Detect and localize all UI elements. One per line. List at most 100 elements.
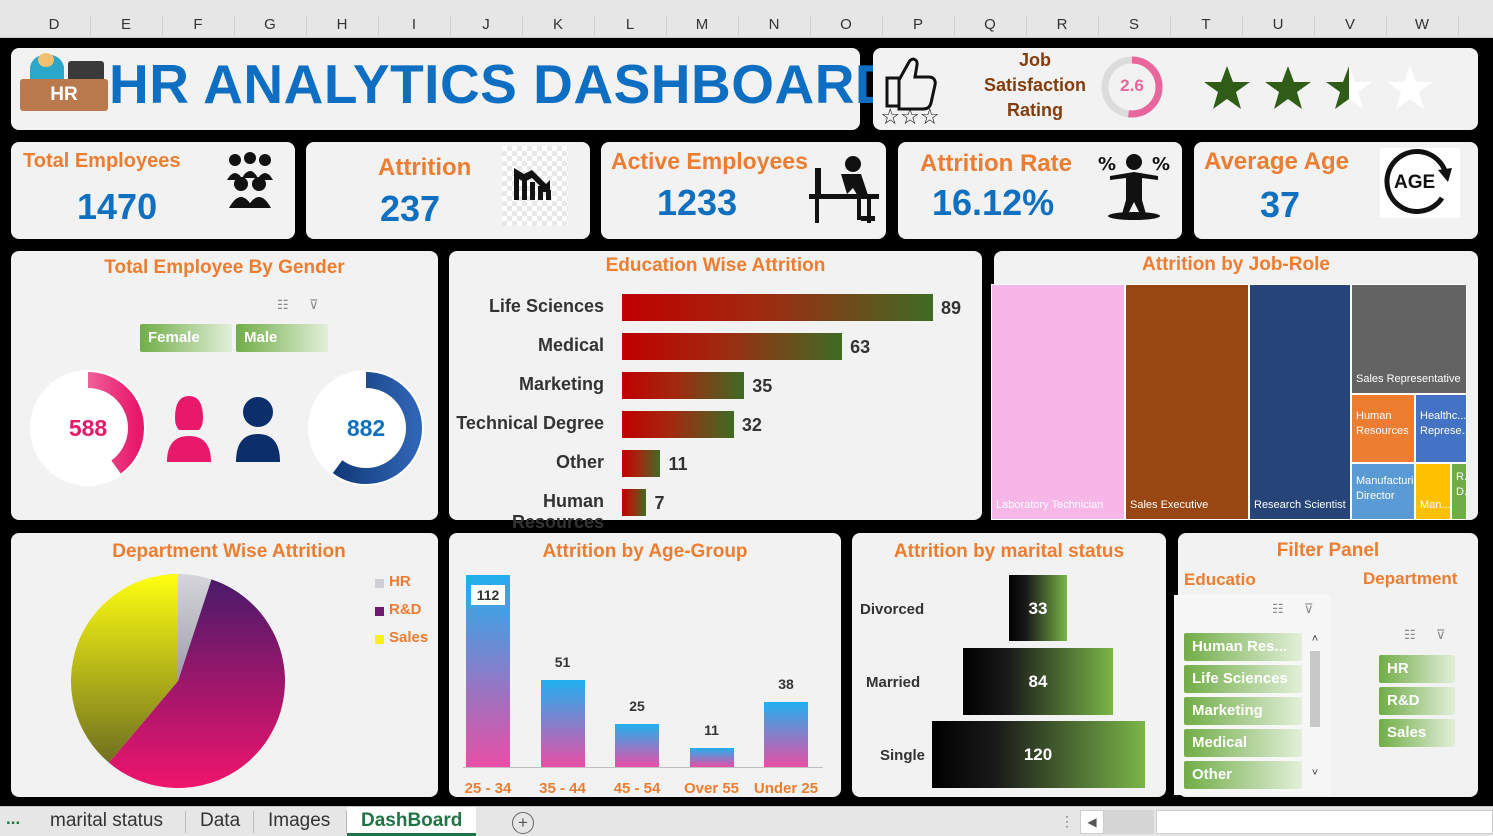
column-header[interactable]: O [840, 16, 852, 33]
column-header[interactable]: R [1056, 16, 1068, 33]
column-separator[interactable] [1170, 16, 1171, 36]
column-header[interactable]: S [1128, 16, 1139, 33]
column-separator[interactable] [306, 16, 307, 36]
scroll-track[interactable] [1156, 810, 1493, 834]
column-header[interactable]: U [1272, 16, 1284, 33]
sheet-tab-bar: ... marital status Data Images DashBoard + … [0, 806, 1493, 836]
column-header[interactable]: T [1201, 16, 1211, 33]
education-slicer-item[interactable]: Life Sciences [1184, 665, 1302, 693]
column-separator[interactable] [450, 16, 451, 36]
job-satisfaction-panel: ☆☆☆ Job Satisfaction Rating 2.6 [873, 48, 1478, 130]
jobrole-treemap: Laboratory Technician Sales Executive Rese… [991, 284, 1467, 520]
column-separator[interactable] [234, 16, 235, 36]
female-donut: 588 [29, 369, 147, 487]
kpi-label: Active Employees [611, 148, 808, 174]
pie-slice [178, 574, 212, 681]
bar-data-label: 120 [1023, 745, 1053, 764]
column-header[interactable]: W [1414, 16, 1430, 33]
column-header[interactable]: M [695, 16, 709, 33]
treemap-tile: Research Scientist [1249, 284, 1351, 520]
filter-panel: Filter Panel Educatio Department ☷ ⊽ Hum… [1174, 533, 1478, 797]
column-separator[interactable] [810, 16, 811, 36]
page-title: HR ANALYTICS DASHBOARD [109, 53, 896, 115]
column-header[interactable]: F [193, 16, 203, 33]
education-slicer-item[interactable]: Other [1184, 761, 1302, 789]
bar-category-label: 35 - 44 [539, 780, 586, 797]
column-separator[interactable] [594, 16, 595, 36]
multi-select-icon[interactable]: ☷ [1404, 627, 1416, 642]
slicer-scrollbar[interactable]: ˄ ˅ [1310, 633, 1320, 779]
clear-filter-icon[interactable]: ⊽ [1304, 601, 1314, 616]
column-header[interactable]: H [336, 16, 348, 33]
scroll-left-button[interactable]: ◀ [1080, 810, 1104, 834]
column-header[interactable]: L [625, 16, 635, 33]
column-separator[interactable] [882, 16, 883, 36]
column-header[interactable]: D [48, 16, 60, 33]
education-slicer-title: Educatio [1184, 570, 1256, 589]
column-header[interactable]: K [552, 16, 563, 33]
column-separator[interactable] [954, 16, 955, 36]
education-bar [622, 489, 647, 516]
sheet-scroll-ellipsis[interactable]: ... [6, 809, 21, 828]
bar-data-label: 89 [941, 298, 962, 318]
column-header[interactable]: G [264, 16, 276, 33]
satisfaction-value: 2.6 [1120, 76, 1144, 95]
column-separator[interactable] [378, 16, 379, 36]
column-header[interactable]: I [411, 16, 417, 33]
column-header[interactable]: N [768, 16, 780, 33]
horizontal-scrollbar[interactable] [1104, 810, 1154, 834]
column-header[interactable]: J [482, 16, 490, 33]
clear-filter-icon[interactable]: ⊽ [309, 297, 319, 312]
sheet-tab-marital-status[interactable]: marital status [50, 810, 163, 831]
multi-select-icon[interactable]: ☷ [277, 297, 289, 312]
rating-star-icon [1387, 66, 1433, 109]
multi-select-icon[interactable]: ☷ [1272, 601, 1284, 616]
people-group-icon [221, 150, 279, 208]
department-panel: Department Wise Attrition HR R&D Sales [11, 533, 438, 797]
kpi-attrition: Attrition 237 [306, 142, 590, 239]
column-separator[interactable] [666, 16, 667, 36]
education-slicer-item[interactable]: Medical [1184, 729, 1302, 757]
kpi-attrition-rate: Attrition Rate 16.12% % % [898, 142, 1182, 239]
column-separator[interactable] [162, 16, 163, 36]
column-separator[interactable] [1026, 16, 1027, 36]
column-separator[interactable] [522, 16, 523, 36]
treemap-tile: Human Resources [1351, 394, 1415, 464]
column-separator[interactable] [1458, 16, 1459, 36]
clear-filter-icon[interactable]: ⊽ [1436, 627, 1446, 642]
bar-data-label: 11 [668, 454, 688, 474]
slicer-male[interactable]: Male [236, 324, 328, 352]
column-separator[interactable] [1098, 16, 1099, 36]
column-separator[interactable] [90, 16, 91, 36]
column-header[interactable]: P [912, 16, 923, 33]
column-header[interactable]: V [1344, 16, 1355, 33]
education-slicer-item[interactable]: Marketing [1184, 697, 1302, 725]
pie-slice [108, 579, 286, 788]
column-separator[interactable] [1314, 16, 1315, 36]
slicer-female[interactable]: Female [140, 324, 232, 352]
bar-category-label: Human Resources [511, 491, 604, 532]
column-separator[interactable] [1386, 16, 1387, 36]
column-separator[interactable] [1242, 16, 1243, 36]
education-bar [622, 372, 745, 399]
kpi-label: Total Employees [23, 150, 181, 172]
age-bar [764, 701, 808, 767]
tabbar-resize-handle[interactable]: ⋮ [1060, 813, 1074, 829]
department-slicer-item[interactable]: HR [1379, 655, 1455, 683]
sheet-tab-dashboard[interactable]: DashBoard [347, 807, 477, 836]
sheet-tab-images[interactable]: Images [268, 810, 331, 831]
column-header[interactable]: E [120, 16, 131, 33]
add-sheet-button[interactable]: + [512, 812, 534, 834]
bar-category-label: Technical Degree [456, 413, 604, 433]
column-separator[interactable] [738, 16, 739, 36]
department-slicer-item[interactable]: R&D [1379, 687, 1455, 715]
department-slicer-item[interactable]: Sales [1379, 719, 1455, 747]
column-header[interactable]: Q [984, 16, 996, 33]
kpi-active-employees: Active Employees 1233 [601, 142, 886, 239]
age-cycle-icon: AGE [1380, 148, 1460, 218]
education-bar [622, 450, 661, 477]
sheet-tab-data[interactable]: Data [200, 810, 241, 831]
svg-text:%: % [1098, 154, 1116, 175]
education-slicer-item[interactable]: Human Res... [1184, 633, 1302, 661]
funnel-bar [963, 648, 1113, 715]
